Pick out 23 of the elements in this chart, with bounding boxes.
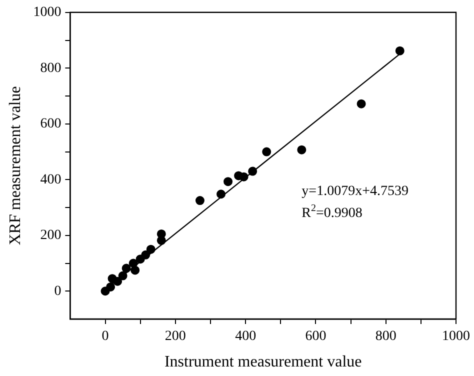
y-axis-title: XRF measurement value bbox=[6, 86, 24, 246]
point bbox=[395, 46, 404, 56]
x-tick-label: 0 bbox=[102, 329, 109, 344]
y-tick-label: 1000 bbox=[33, 5, 62, 20]
point bbox=[195, 196, 204, 206]
y-tick-label: 400 bbox=[40, 172, 62, 188]
point bbox=[356, 99, 366, 108]
point bbox=[224, 177, 233, 186]
point bbox=[297, 145, 306, 154]
x-tick-label: 600 bbox=[305, 329, 326, 344]
y-tick-label: 600 bbox=[40, 116, 62, 132]
x-tick-label: 400 bbox=[235, 329, 256, 344]
x-tick-label: 200 bbox=[164, 329, 186, 344]
x-tick-label: 1000 bbox=[442, 329, 470, 344]
x-tick-label: 800 bbox=[375, 329, 396, 344]
point bbox=[262, 147, 272, 156]
y-tick-label: 200 bbox=[40, 228, 62, 244]
y-tick-label: 0 bbox=[54, 284, 62, 299]
point bbox=[100, 286, 110, 296]
y-tick-label: 800 bbox=[40, 60, 62, 76]
x-axis-title: Instrument measurement value bbox=[164, 354, 362, 371]
point bbox=[108, 274, 117, 284]
annotation: y=1.0079x+4.7539 bbox=[302, 184, 408, 199]
